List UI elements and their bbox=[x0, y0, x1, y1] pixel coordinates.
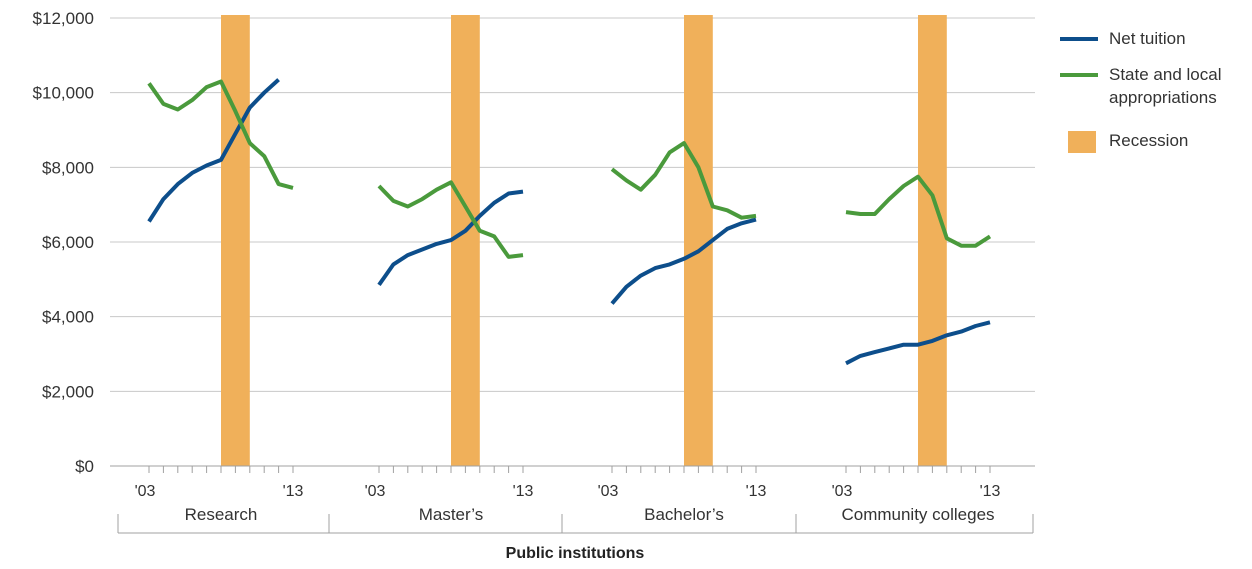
y-tick-label: $10,000 bbox=[33, 84, 94, 103]
x-axis: '03 '13 Research '03 '13 Master’s '03 '13 Bachel… bbox=[117, 466, 1034, 534]
series-line-net-tuition-community-colleges bbox=[845, 320, 991, 366]
series-line-net-tuition-bachelor-s bbox=[610, 217, 757, 305]
group-label: Community colleges bbox=[841, 505, 994, 524]
series-lines bbox=[147, 78, 992, 366]
series-line-state-and-local-appropriations-bachelor-s bbox=[610, 141, 757, 220]
recession-bars bbox=[221, 15, 947, 466]
legend-item-state-and-local-appropriations: State and local appropriations bbox=[1060, 65, 1221, 107]
group-label: Master’s bbox=[419, 505, 484, 524]
y-axis: $0 $2,000 $4,000 $6,000 $8,000 $10,000 $12,000 bbox=[33, 9, 94, 476]
series-line-state-and-local-appropriations-master-s bbox=[377, 180, 524, 259]
x-tick-label-end: '13 bbox=[746, 483, 767, 500]
x-axis-title: Public institutions bbox=[506, 545, 645, 562]
y-tick-label: $2,000 bbox=[42, 382, 94, 401]
x-tick-label-end: '13 bbox=[283, 483, 304, 500]
recession-bar bbox=[684, 15, 713, 466]
series-line-net-tuition-research bbox=[147, 78, 280, 223]
y-tick-label: $8,000 bbox=[42, 158, 94, 177]
y-tick-label: $6,000 bbox=[42, 233, 94, 252]
legend-label: State and local bbox=[1109, 65, 1221, 84]
legend-item-recession: Recession bbox=[1068, 131, 1188, 153]
series-line-net-tuition-master-s bbox=[377, 189, 524, 287]
x-tick-label-start: '03 bbox=[135, 483, 156, 500]
legend-label: appropriations bbox=[1109, 88, 1217, 107]
x-tick-label-end: '13 bbox=[980, 483, 1001, 500]
y-tick-label: $12,000 bbox=[33, 9, 94, 28]
x-tick-label-end: '13 bbox=[513, 483, 534, 500]
group-label: Bachelor’s bbox=[644, 505, 724, 524]
x-tick-label-start: '03 bbox=[365, 483, 386, 500]
legend: Net tuition State and local appropriations… bbox=[1060, 29, 1221, 153]
legend-swatch bbox=[1068, 131, 1096, 153]
x-tick-label-start: '03 bbox=[832, 483, 853, 500]
series-line-state-and-local-appropriations-community-colleges bbox=[845, 174, 992, 248]
legend-label: Recession bbox=[1109, 131, 1188, 150]
recession-bar bbox=[918, 15, 947, 466]
y-tick-label: $4,000 bbox=[42, 308, 94, 327]
legend-label: Net tuition bbox=[1109, 29, 1186, 48]
series-line-state-and-local-appropriations-research bbox=[147, 79, 294, 190]
group-label: Research bbox=[185, 505, 258, 524]
x-tick-label-start: '03 bbox=[598, 483, 619, 500]
legend-item-net-tuition: Net tuition bbox=[1060, 29, 1186, 48]
y-tick-label: $0 bbox=[75, 457, 94, 476]
recession-bar bbox=[451, 15, 480, 466]
recession-bar bbox=[221, 15, 250, 466]
